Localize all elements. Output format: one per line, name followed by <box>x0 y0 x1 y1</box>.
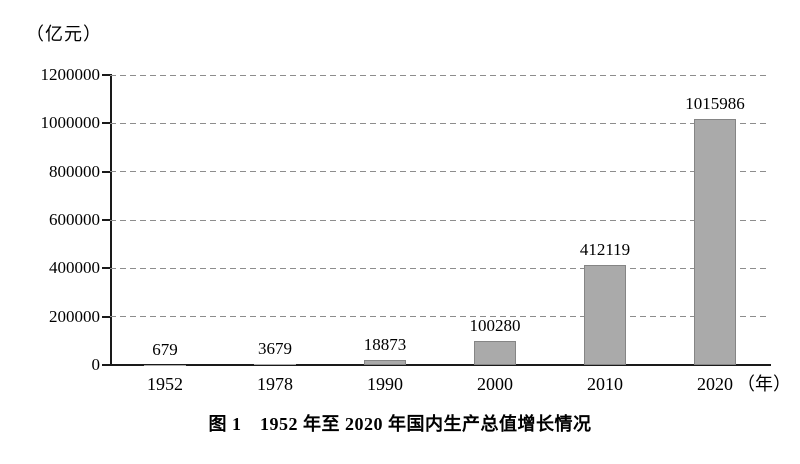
y-tick-mark <box>102 219 110 221</box>
y-tick-label: 200000 <box>49 306 100 326</box>
bar-value-label: 3679 <box>258 339 292 359</box>
x-tick-label: 2000 <box>477 374 513 394</box>
bar-2020 <box>694 119 736 365</box>
bar-value-label: 100280 <box>469 315 521 335</box>
bar-value-label: 18873 <box>363 335 407 355</box>
y-tick-label: 600000 <box>49 210 100 229</box>
y-tick-label: 1000000 <box>40 113 101 133</box>
y-tick-mark <box>102 74 110 76</box>
gridline <box>110 267 770 269</box>
x-axis-unit-label: （年） <box>737 374 791 394</box>
bar-value-label: 1015986 <box>685 94 745 114</box>
y-tick-label: 1200000 <box>40 65 101 84</box>
bar-1978 <box>254 364 296 365</box>
bar-2010 <box>584 265 626 365</box>
chart-caption: 图 1 1952 年至 2020 年国内生产总值增长情况 <box>208 414 592 434</box>
y-tick-label: 800000 <box>49 161 100 181</box>
x-tick-label: 1978 <box>257 374 293 394</box>
gridline <box>110 316 770 318</box>
gridline <box>110 74 770 76</box>
x-tick-label: 1952 <box>147 374 183 394</box>
y-tick-mark <box>102 170 110 173</box>
y-tick-label: 400000 <box>49 258 100 278</box>
gridline <box>110 171 770 173</box>
gridline <box>110 122 770 124</box>
y-tick-mark <box>102 315 110 318</box>
x-tick-label: 1990 <box>367 374 403 394</box>
bar-2000 <box>474 340 516 365</box>
y-tick-mark <box>102 122 110 125</box>
x-tick-label: 2020 <box>697 374 733 394</box>
gridline <box>110 219 770 221</box>
x-tick-label: 2010 <box>587 374 623 394</box>
bar-value-label: 412119 <box>579 240 631 260</box>
y-tick-mark <box>102 364 110 366</box>
y-tick-label: 0 <box>91 355 101 374</box>
y-axis-unit-label: （亿元） <box>26 24 102 44</box>
x-axis-line <box>110 364 771 366</box>
x-axis-labels: （年） 1952 1978 1990 2000 2010 2020 <box>110 372 791 398</box>
y-tick-mark <box>102 267 110 270</box>
bar-1990 <box>364 360 406 365</box>
plot-area: 679 3679 18873 100280 412119 1015986 <box>110 74 770 365</box>
bar-value-label: 679 <box>152 339 178 359</box>
